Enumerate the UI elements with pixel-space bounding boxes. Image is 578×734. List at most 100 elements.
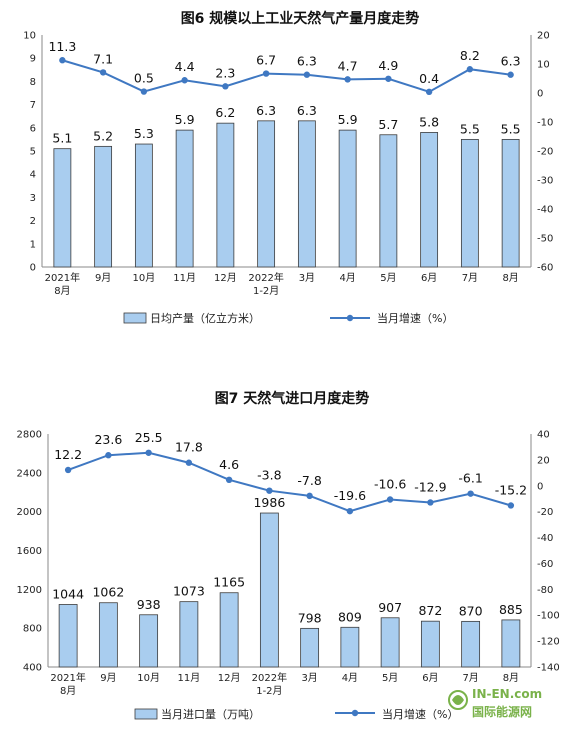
x-tick-label: 7月 xyxy=(462,272,478,284)
bar xyxy=(461,620,481,668)
bars xyxy=(58,512,521,668)
watermark-name: 国际能源网 xyxy=(472,704,532,719)
right-tick-label: -40 xyxy=(537,533,553,544)
growth-point xyxy=(59,57,66,64)
bar-value-label: 5.7 xyxy=(378,117,398,132)
x-tick-label: 5月 xyxy=(380,272,396,284)
growth-value-label: -3.8 xyxy=(257,468,281,483)
bar xyxy=(94,145,113,268)
left-tick-label: 2800 xyxy=(17,430,42,441)
bar-value-label: 5.5 xyxy=(501,121,521,136)
left-tick-label: 1 xyxy=(30,239,36,250)
bar-value-label: 1062 xyxy=(92,585,124,600)
growth-point xyxy=(385,75,392,82)
left-tick-label: 8 xyxy=(30,77,36,88)
growth-point xyxy=(346,507,354,515)
growth-line xyxy=(64,449,515,515)
left-tick-label: 1200 xyxy=(17,585,42,596)
right-tick-label: -60 xyxy=(537,559,553,570)
bar-value-label: 1073 xyxy=(173,584,205,599)
bar-value-label: 870 xyxy=(459,603,483,618)
x-tick-label-line2: 1-2月 xyxy=(253,285,279,297)
bar xyxy=(501,619,521,668)
line-value-labels: 12.2 23.6 25.5 17.8 4.6 -3.8 -7.8 -19.6 -10.6 -12… xyxy=(54,430,527,503)
bar-value-labels: 1044 1062 938 1073 1165 1986 798 809 907 872 870 88… xyxy=(52,495,523,625)
x-tick-label: 6月 xyxy=(421,272,437,284)
left-tick-labels: 400 800 1200 1600 2000 2400 2800 xyxy=(17,430,42,674)
bar-value-label: 798 xyxy=(298,610,322,625)
growth-value-label: 12.2 xyxy=(54,447,82,462)
legend-bar-label: 当月进口量（万吨） xyxy=(161,707,260,721)
chart-title: 图7 天然气进口月度走势 xyxy=(215,390,370,407)
bar xyxy=(219,592,239,668)
growth-point xyxy=(427,499,434,506)
leaf-icon xyxy=(452,695,464,705)
bar-value-label: 938 xyxy=(137,597,161,612)
x-tick-label-line2: 1-2月 xyxy=(256,685,282,697)
growth-value-label: 23.6 xyxy=(94,432,122,447)
bar xyxy=(300,627,320,668)
left-tick-label: 3 xyxy=(30,193,36,204)
x-tick-label: 10月 xyxy=(133,272,156,284)
legend: 日均产量（亿立方米） 当月增速（%） xyxy=(123,311,453,325)
left-tick-label: 800 xyxy=(23,624,42,635)
x-tick-label: 8月 xyxy=(503,672,519,684)
x-tick-label: 2022年 xyxy=(248,271,283,284)
legend-bar-swatch xyxy=(134,708,158,720)
growth-point xyxy=(262,70,270,77)
x-tick-label: 10月 xyxy=(137,672,160,684)
growth-line-path xyxy=(67,451,512,513)
x-tick-label: 11月 xyxy=(173,272,196,284)
bar-value-label: 872 xyxy=(418,603,442,618)
growth-value-label: 6.7 xyxy=(256,53,276,68)
right-tick-label: -80 xyxy=(537,585,553,596)
growth-point xyxy=(306,492,313,500)
right-tick-label: -60 xyxy=(537,263,553,274)
right-tick-label: 20 xyxy=(537,455,550,466)
legend-bar-label: 日均产量（亿立方米） xyxy=(150,311,260,325)
bar-value-labels: 5.1 5.2 5.3 5.9 6.2 6.3 6.3 5.9 5.7 5.8 5.5 5.5 xyxy=(52,103,520,146)
growth-point xyxy=(181,77,188,84)
bar xyxy=(340,626,360,668)
bar xyxy=(420,620,440,668)
x-tick-label: 3月 xyxy=(299,272,315,284)
left-tick-label: 1600 xyxy=(17,546,42,557)
x-tick-label: 3月 xyxy=(301,672,317,684)
growth-value-label: -6.1 xyxy=(458,471,482,486)
bar xyxy=(259,512,279,668)
bar xyxy=(134,143,153,268)
growth-value-label: -12.9 xyxy=(414,479,446,494)
x-tick-label: 2022年 xyxy=(252,671,287,684)
growth-value-label: -19.6 xyxy=(334,488,366,503)
growth-point xyxy=(466,66,474,73)
right-tick-label: 40 xyxy=(537,430,550,441)
bar xyxy=(139,614,159,668)
right-tick-label: 20 xyxy=(537,31,550,42)
logo-icon xyxy=(448,690,468,710)
right-tick-label: -100 xyxy=(537,611,560,622)
legend-line-marker xyxy=(351,709,359,717)
bar-value-label: 1986 xyxy=(253,495,285,510)
left-tick-label: 2000 xyxy=(17,507,42,518)
growth-point xyxy=(266,487,273,494)
watermark-logo: IN-EN.com 国际能源网 xyxy=(448,687,542,719)
growth-value-label: 8.2 xyxy=(460,48,480,63)
x-tick-label: 6月 xyxy=(422,672,438,684)
growth-value-label: 11.3 xyxy=(48,39,76,54)
bar-value-label: 1044 xyxy=(52,586,84,601)
bar-value-label: 5.9 xyxy=(175,112,195,127)
right-tick-label: -20 xyxy=(537,507,553,518)
growth-point xyxy=(140,88,148,95)
left-tick-label: 10 xyxy=(23,31,36,42)
growth-value-label: 25.5 xyxy=(135,430,163,445)
watermark-domain: IN-EN.com xyxy=(472,687,542,701)
growth-value-label: -10.6 xyxy=(374,476,406,491)
right-tick-label: -120 xyxy=(537,637,560,648)
bar xyxy=(98,602,118,668)
bar-value-label: 5.1 xyxy=(52,131,72,146)
right-tick-label: 0 xyxy=(537,89,543,100)
x-tick-label-line2: 8月 xyxy=(54,285,70,297)
x-tick-label: 12月 xyxy=(218,672,241,684)
x-tick-label: 11月 xyxy=(178,672,201,684)
legend-line-label: 当月增速（%） xyxy=(382,707,458,721)
